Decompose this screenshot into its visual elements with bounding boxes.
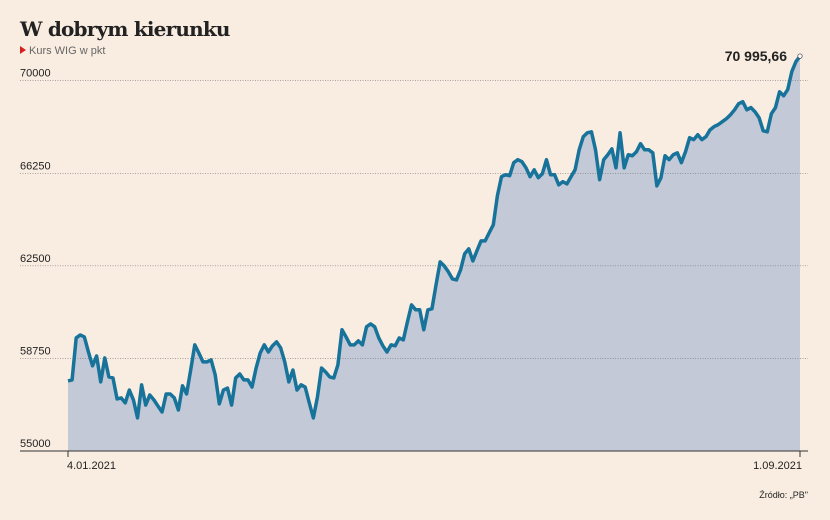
- end-point: [797, 53, 803, 59]
- value-label: 70 995,66: [725, 48, 787, 64]
- y-tick-label: 62500: [20, 253, 51, 265]
- chart-title: W dobrym kierunku: [19, 17, 230, 41]
- x-tick-label: 4.01.2021: [67, 460, 116, 472]
- subtitle: Kurs WIG w pkt: [29, 45, 105, 57]
- y-tick-label: 66250: [20, 160, 51, 172]
- area: [68, 56, 800, 452]
- y-tick-label: 70000: [20, 68, 51, 80]
- legend-marker: [20, 46, 26, 54]
- x-tick-label: 1.09.2021: [753, 460, 802, 472]
- line: [67, 55, 802, 420]
- y-tick-label: 58750: [20, 345, 51, 357]
- y-tick-label: 55000: [20, 438, 51, 450]
- source: Źródło: „PB": [759, 490, 808, 500]
